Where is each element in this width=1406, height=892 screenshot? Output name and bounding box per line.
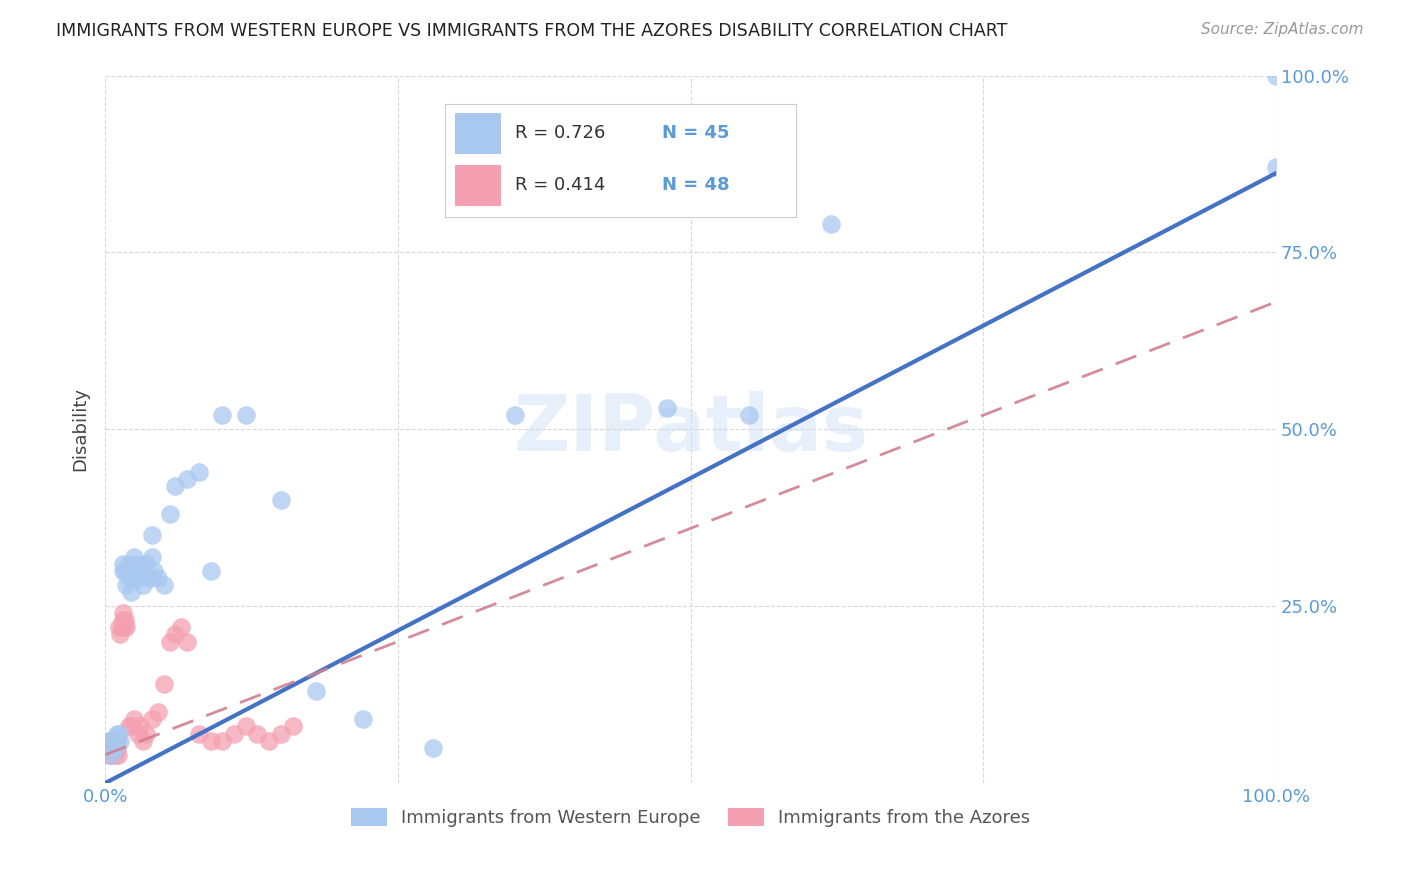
Point: [159, 634, 181, 648]
Point: [211, 733, 233, 747]
Point: [127, 571, 149, 585]
Point: [235, 408, 257, 422]
Point: [176, 472, 198, 486]
Point: [211, 408, 233, 422]
Point: [127, 726, 149, 740]
Point: [246, 726, 269, 740]
Point: [110, 627, 132, 641]
Point: [131, 578, 153, 592]
Point: [97, 747, 120, 762]
Point: [108, 726, 131, 740]
Point: [146, 706, 169, 720]
Point: [270, 493, 292, 508]
Point: [103, 733, 125, 747]
Point: [141, 712, 163, 726]
Point: [235, 719, 257, 733]
Point: [187, 726, 209, 740]
Point: [657, 401, 679, 415]
Point: [105, 733, 128, 747]
Point: [1265, 69, 1288, 83]
Point: [101, 740, 124, 755]
Point: [143, 564, 166, 578]
Point: [105, 740, 128, 755]
Point: [138, 571, 160, 585]
Point: [120, 585, 142, 599]
Point: [111, 557, 134, 571]
Point: [152, 578, 174, 592]
Point: [108, 620, 131, 634]
Point: [820, 217, 842, 231]
Point: [107, 747, 129, 762]
Point: [129, 719, 152, 733]
Point: [110, 733, 132, 747]
Point: [117, 719, 139, 733]
Point: [112, 620, 135, 634]
Point: [1265, 161, 1288, 175]
Point: [159, 507, 181, 521]
Point: [165, 627, 187, 641]
Point: [125, 557, 148, 571]
Point: [100, 747, 122, 762]
Point: [124, 549, 146, 564]
Point: [257, 733, 280, 747]
Point: [152, 677, 174, 691]
Point: [111, 613, 134, 627]
Point: [101, 733, 124, 747]
Point: [97, 733, 120, 747]
Point: [97, 740, 120, 755]
Point: [117, 571, 139, 585]
Point: [104, 740, 127, 755]
Point: [200, 564, 222, 578]
Point: [115, 620, 138, 634]
Point: [187, 465, 209, 479]
Point: [111, 606, 134, 620]
Point: [352, 712, 374, 726]
Point: [114, 613, 136, 627]
Point: [124, 712, 146, 726]
Point: [503, 408, 526, 422]
Point: [141, 528, 163, 542]
Point: [141, 549, 163, 564]
Text: IMMIGRANTS FROM WESTERN EUROPE VS IMMIGRANTS FROM THE AZORES DISABILITY CORRELAT: IMMIGRANTS FROM WESTERN EUROPE VS IMMIGR…: [56, 22, 1008, 40]
Point: [131, 733, 153, 747]
Point: [270, 726, 292, 740]
Point: [98, 733, 121, 747]
Point: [117, 557, 139, 571]
Point: [110, 620, 132, 634]
Point: [135, 557, 157, 571]
Point: [101, 740, 124, 755]
Point: [105, 733, 128, 747]
Point: [124, 564, 146, 578]
Point: [146, 571, 169, 585]
Point: [222, 726, 245, 740]
Point: [114, 564, 136, 578]
Y-axis label: Disability: Disability: [72, 387, 89, 471]
Point: [165, 479, 187, 493]
Text: ZIPatlas: ZIPatlas: [513, 392, 868, 467]
Point: [103, 733, 125, 747]
Text: Source: ZipAtlas.com: Source: ZipAtlas.com: [1201, 22, 1364, 37]
Point: [200, 733, 222, 747]
Point: [100, 740, 122, 755]
Point: [103, 740, 125, 755]
Point: [103, 740, 125, 755]
Point: [115, 578, 138, 592]
Point: [305, 684, 328, 698]
Point: [129, 564, 152, 578]
Point: [738, 408, 761, 422]
Point: [98, 740, 121, 755]
Point: [281, 719, 304, 733]
Point: [170, 620, 193, 634]
Point: [176, 634, 198, 648]
Point: [422, 740, 444, 755]
Point: [100, 747, 122, 762]
Point: [120, 719, 142, 733]
Point: [96, 740, 118, 755]
Point: [103, 747, 125, 762]
Legend: Immigrants from Western Europe, Immigrants from the Azores: Immigrants from Western Europe, Immigran…: [343, 800, 1038, 834]
Point: [135, 726, 157, 740]
Point: [105, 726, 128, 740]
Point: [111, 564, 134, 578]
